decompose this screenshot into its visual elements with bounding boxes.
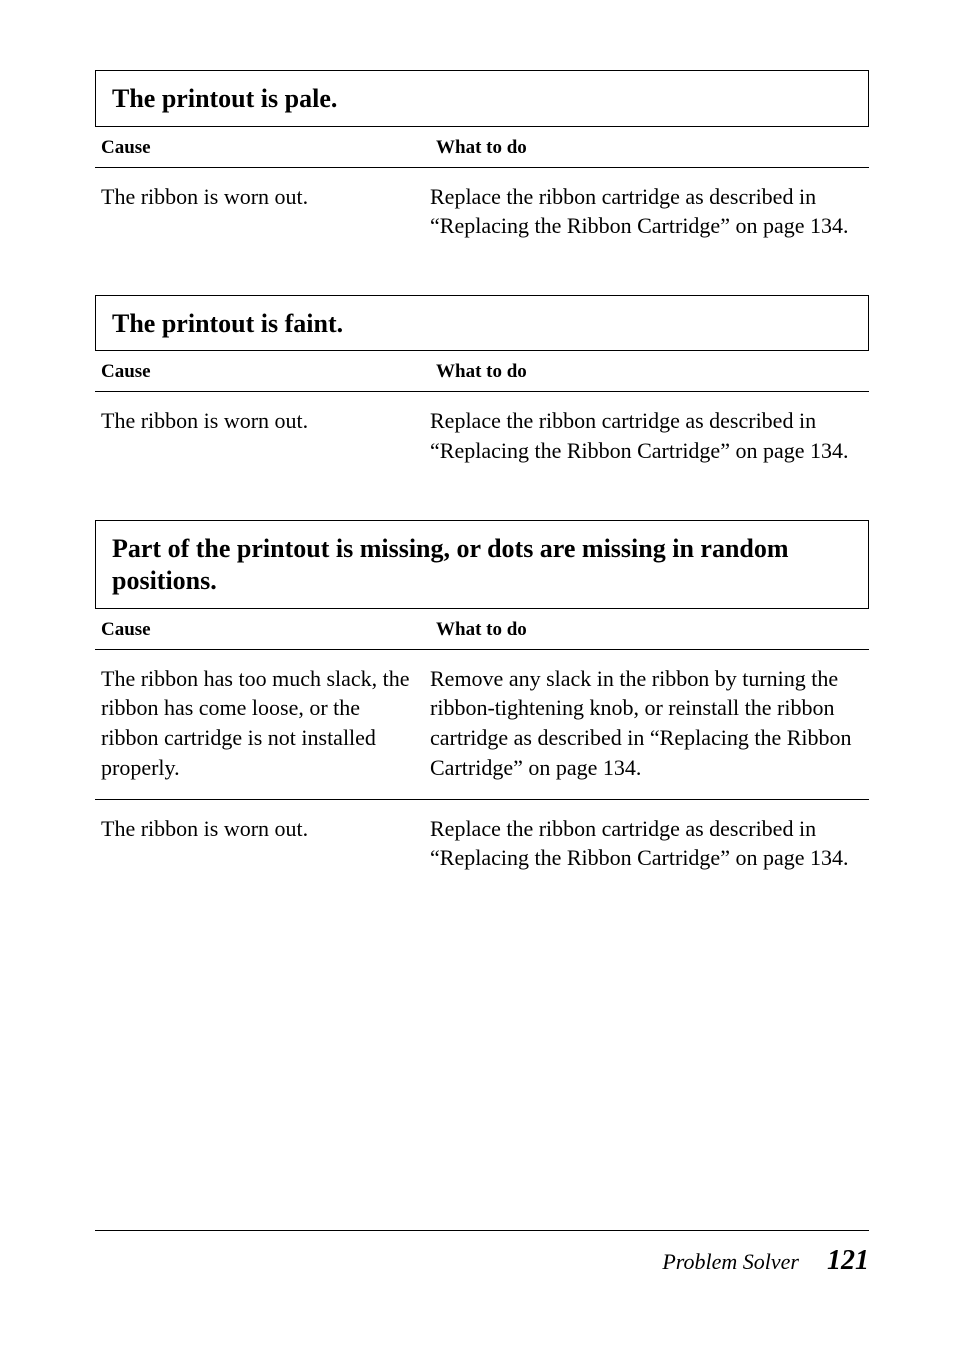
table-row: The ribbon is worn out. Replace the ribb…	[95, 168, 869, 257]
cause-text: The ribbon is worn out.	[95, 814, 430, 873]
cause-text: The ribbon has too much slack, the ribbo…	[95, 664, 430, 783]
section-box-pale: The printout is pale.	[95, 70, 869, 127]
what-text: Replace the ribbon cartridge as describe…	[430, 814, 869, 873]
header-cause: Cause	[95, 619, 436, 641]
header-what: What to do	[436, 619, 869, 641]
footer: Problem Solver 121	[95, 1230, 869, 1277]
cause-text: The ribbon is worn out.	[95, 182, 430, 241]
header-what: What to do	[436, 361, 869, 383]
what-text: Replace the ribbon cartridge as describe…	[430, 182, 869, 241]
header-cause: Cause	[95, 361, 436, 383]
header-what: What to do	[436, 137, 869, 159]
section-title: The printout is pale.	[112, 83, 852, 116]
page-content: The printout is pale. Cause What to do T…	[0, 0, 954, 889]
section-title: The printout is faint.	[112, 308, 852, 341]
what-text: Replace the ribbon cartridge as describe…	[430, 406, 869, 465]
table-row: The ribbon has too much slack, the ribbo…	[95, 650, 869, 800]
section-box-missing: Part of the printout is missing, or dots…	[95, 520, 869, 609]
table-row: The ribbon is worn out. Replace the ribb…	[95, 800, 869, 889]
header-cause: Cause	[95, 137, 436, 159]
table-header-row: Cause What to do	[95, 609, 869, 650]
cause-text: The ribbon is worn out.	[95, 406, 430, 465]
table-header-row: Cause What to do	[95, 351, 869, 392]
footer-label: Problem Solver	[662, 1249, 799, 1275]
table-header-row: Cause What to do	[95, 127, 869, 168]
footer-page-number: 121	[827, 1245, 869, 1277]
section-title: Part of the printout is missing, or dots…	[112, 533, 852, 598]
what-text: Remove any slack in the ribbon by turnin…	[430, 664, 869, 783]
table-row: The ribbon is worn out. Replace the ribb…	[95, 392, 869, 481]
section-box-faint: The printout is faint.	[95, 295, 869, 352]
